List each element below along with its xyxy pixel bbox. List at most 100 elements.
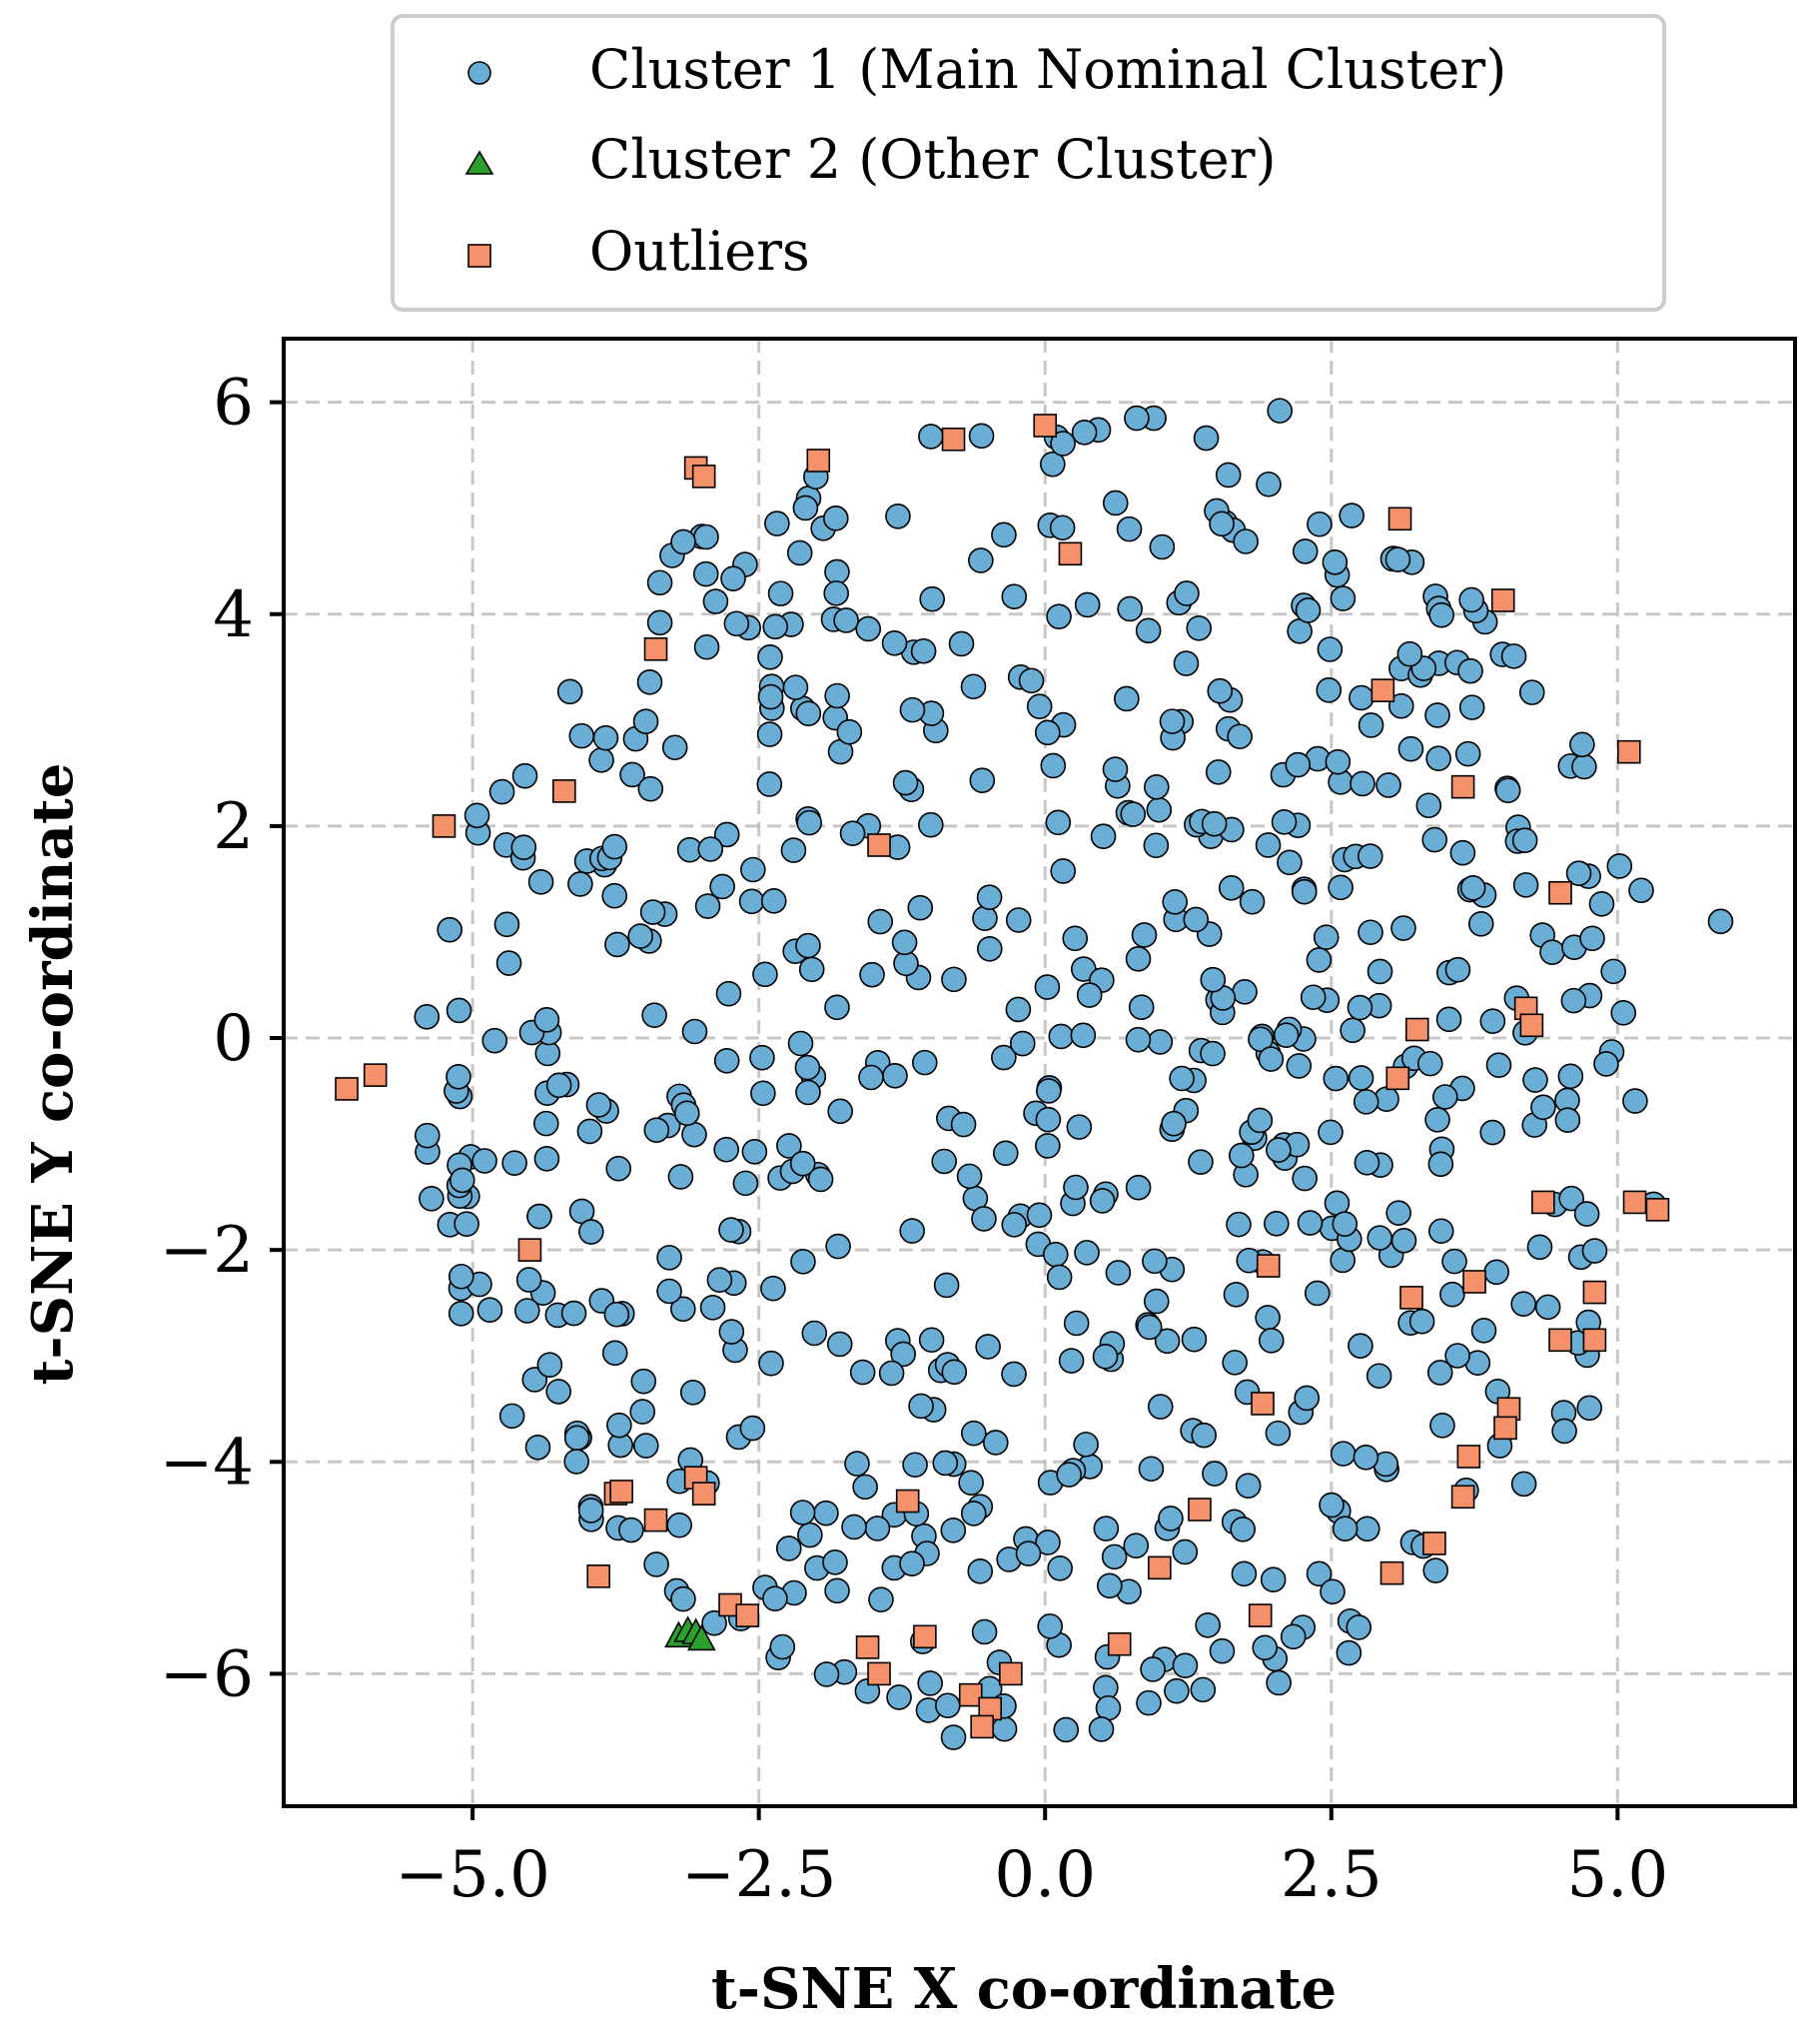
legend-box <box>391 14 1666 312</box>
cluster1-point <box>823 580 849 606</box>
cluster1-point <box>1353 1444 1379 1471</box>
cluster1-point <box>941 1359 968 1386</box>
cluster1-point <box>646 569 673 596</box>
cluster1-point <box>1095 1694 1122 1721</box>
cluster1-point <box>1252 1634 1279 1661</box>
cluster1-point <box>858 1064 884 1091</box>
cluster1-point <box>1581 1238 1608 1264</box>
cluster1-point <box>576 1118 603 1145</box>
cluster1-point <box>1588 891 1615 917</box>
cluster1-point <box>1071 419 1098 446</box>
cluster1-point <box>1117 595 1143 622</box>
cluster1-point <box>911 1049 938 1076</box>
cluster1-point <box>890 1341 916 1368</box>
cluster1-point <box>604 931 630 958</box>
cluster1-point <box>1348 1333 1373 1359</box>
cluster1-point <box>1164 1677 1190 1704</box>
outlier-point <box>1519 1013 1544 1038</box>
outlier-point <box>1450 1485 1475 1510</box>
x-axis-title: t-SNE X co-ordinate <box>711 1956 1337 2022</box>
cluster1-point <box>1229 1142 1255 1169</box>
cluster1-point <box>807 1166 834 1193</box>
outlier-point <box>335 1077 359 1101</box>
cluster1-point <box>1551 1418 1577 1445</box>
outlier-point <box>609 1480 633 1504</box>
cluster1-point <box>1062 925 1089 952</box>
cluster1-point <box>917 1670 943 1696</box>
cluster1-point <box>881 629 908 656</box>
cluster1-point <box>1339 503 1365 528</box>
cluster1-point <box>603 1301 630 1328</box>
outlier-point <box>913 1624 937 1649</box>
cluster1-point <box>1431 1084 1458 1110</box>
cluster1-point <box>1424 1106 1450 1133</box>
cluster1-point <box>1162 889 1188 915</box>
cluster1-point <box>606 1412 632 1439</box>
cluster1-point <box>643 1551 669 1577</box>
cluster1-point <box>679 1380 706 1406</box>
cluster1-point <box>619 761 645 788</box>
cluster1-point <box>1316 677 1343 703</box>
outlier-point <box>1399 1286 1423 1310</box>
cluster1-point <box>511 762 538 789</box>
cluster1-point <box>446 1063 471 1090</box>
cluster1-point <box>991 1715 1018 1742</box>
cluster1-point <box>656 1278 682 1305</box>
cluster1-point <box>718 1319 745 1345</box>
cluster1-point <box>1593 1051 1619 1077</box>
cluster1-point <box>1534 1294 1561 1321</box>
cluster1-point <box>844 1451 870 1477</box>
cluster1-point <box>629 1399 656 1425</box>
cluster1-point <box>1457 657 1483 684</box>
cluster1-point <box>1173 650 1200 676</box>
cluster1-point <box>1494 777 1521 804</box>
cluster1-point <box>637 775 664 802</box>
cluster1-point <box>1047 1554 1073 1581</box>
cluster1-point <box>1297 1210 1324 1236</box>
cluster1-point <box>1256 471 1282 498</box>
outlier-point <box>1531 1190 1555 1215</box>
series-cluster1 <box>414 398 1734 1750</box>
outlier-point <box>1379 1560 1404 1585</box>
cluster1-point <box>1358 919 1383 946</box>
x-tick-label: 2.5 <box>1281 1838 1382 1912</box>
cluster1-point <box>1518 679 1545 705</box>
outlier-point <box>1148 1555 1172 1580</box>
cluster1-point <box>1317 636 1344 662</box>
cluster1-point <box>752 961 778 988</box>
cluster1-point <box>1114 685 1140 712</box>
y-axis-title: t-SNE Y co-ordinate <box>20 763 86 1386</box>
cluster1-point <box>1366 1225 1393 1251</box>
outlier-point <box>1251 1392 1275 1416</box>
outlier-point <box>1645 1198 1670 1222</box>
cluster1-point <box>568 722 595 749</box>
x-tick-label: 5.0 <box>1566 1838 1668 1912</box>
cluster1-point <box>1573 1201 1600 1227</box>
cluster1-point <box>969 767 996 794</box>
cluster1-point <box>1227 723 1253 750</box>
cluster1-point <box>1610 1000 1637 1026</box>
cluster1-point <box>775 1535 802 1561</box>
cluster1-point <box>1385 1200 1411 1226</box>
cluster1-point <box>1070 1022 1097 1049</box>
cluster1-point <box>825 1233 851 1260</box>
cluster1-point <box>1271 808 1298 835</box>
cluster1-point <box>794 1054 821 1081</box>
cluster1-point <box>1354 1150 1380 1176</box>
cluster1-point <box>1053 1716 1080 1743</box>
cluster1-point <box>1530 1094 1556 1121</box>
outlier-point <box>867 833 891 857</box>
cluster1-point <box>585 1092 612 1118</box>
cluster1-point <box>1233 528 1259 554</box>
outlier-point <box>735 1603 760 1627</box>
cluster1-point <box>1073 1432 1099 1458</box>
cluster1-point <box>960 1501 987 1527</box>
cluster1-point <box>732 1170 759 1197</box>
cluster1-point <box>1286 1053 1313 1079</box>
cluster1-point <box>1142 1248 1168 1275</box>
x-tick-label: −5.0 <box>395 1838 549 1912</box>
legend-marker-cluster1 <box>467 61 491 85</box>
cluster1-point <box>968 423 995 450</box>
cluster1-point <box>849 1359 876 1386</box>
y-tick-label: 2 <box>213 790 254 864</box>
